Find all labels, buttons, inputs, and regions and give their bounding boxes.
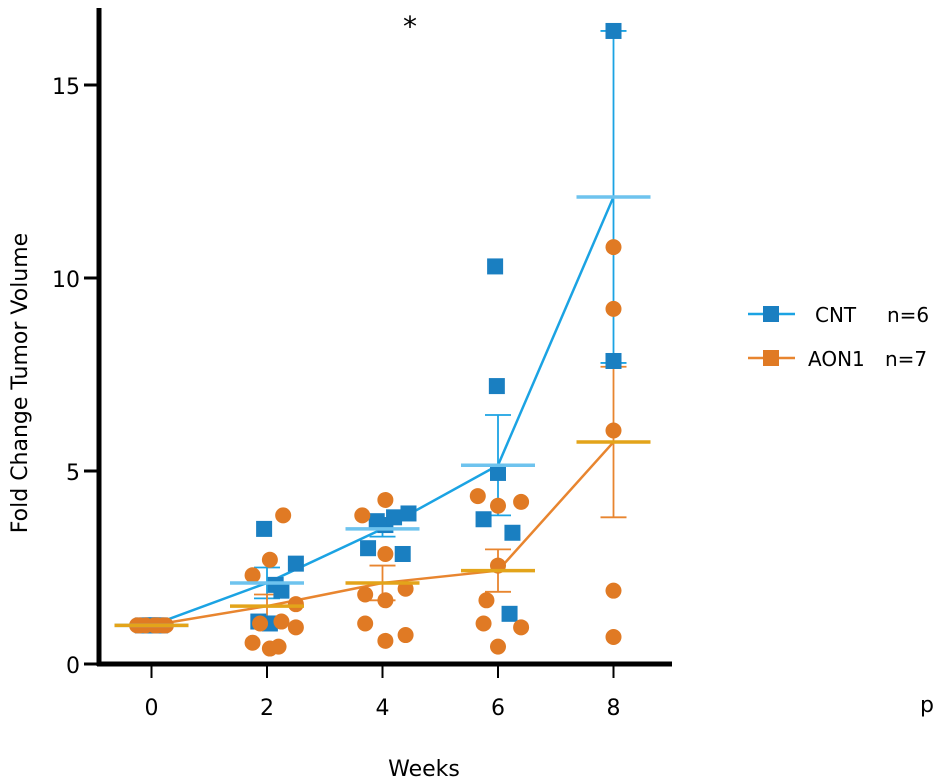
- data-point-cnt: [490, 465, 506, 481]
- data-point-cnt: [256, 521, 272, 537]
- data-point-aon1: [513, 619, 529, 635]
- data-point-aon1: [357, 587, 373, 603]
- data-point-aon1: [357, 615, 373, 631]
- x-tick-label: 8: [607, 696, 621, 721]
- y-tick-label: 15: [52, 75, 80, 100]
- data-point-aon1: [273, 614, 289, 630]
- data-points: [129, 23, 621, 657]
- data-point-cnt: [386, 509, 402, 525]
- data-point-aon1: [470, 488, 486, 504]
- y-tick-label: 10: [52, 268, 80, 293]
- data-point-aon1: [490, 639, 506, 655]
- data-point-aon1: [354, 507, 370, 523]
- data-point-cnt: [606, 23, 622, 39]
- data-point-aon1: [288, 619, 304, 635]
- data-point-aon1: [606, 629, 622, 645]
- legend-n-aon1: n=7: [885, 347, 927, 371]
- y-tick-label: 0: [66, 654, 80, 679]
- data-point-aon1: [245, 567, 261, 583]
- data-point-aon1: [476, 615, 492, 631]
- data-point-cnt: [400, 505, 416, 521]
- legend-item-cnt: CNT n=6: [748, 303, 929, 327]
- data-point-aon1: [513, 494, 529, 510]
- data-point-aon1: [377, 592, 393, 608]
- data-point-cnt: [273, 583, 289, 599]
- legend-label-cnt: CNT: [815, 303, 857, 327]
- data-point-cnt: [502, 606, 518, 622]
- legend-marker-aon1: [763, 350, 779, 366]
- data-point-cnt: [606, 353, 622, 369]
- data-point-cnt: [489, 378, 505, 394]
- data-point-aon1: [377, 546, 393, 562]
- data-point-aon1: [606, 301, 622, 317]
- data-point-aon1: [245, 635, 261, 651]
- x-tick-label: 0: [145, 696, 159, 721]
- data-point-aon1: [478, 592, 494, 608]
- y-axis-label: Fold Change Tumor Volume: [8, 233, 33, 533]
- data-point-aon1: [262, 552, 278, 568]
- x-axis-label: Weeks: [388, 757, 460, 782]
- x-tick-label: 4: [376, 696, 390, 721]
- data-point-aon1: [288, 596, 304, 612]
- x-tick-label: 2: [260, 696, 274, 721]
- data-point-cnt: [360, 540, 376, 556]
- error-bars: [254, 31, 627, 618]
- significance-annotation: *: [403, 10, 417, 43]
- axes: [97, 8, 672, 666]
- legend-label-aon1: AON1: [808, 347, 865, 371]
- data-point-aon1: [606, 583, 622, 599]
- data-point-aon1: [606, 239, 622, 255]
- data-point-aon1: [275, 507, 291, 523]
- x-tick-label: 6: [491, 696, 505, 721]
- data-point-aon1: [606, 422, 622, 438]
- data-point-aon1: [377, 492, 393, 508]
- data-point-cnt: [504, 525, 520, 541]
- footer-text: p: [920, 693, 934, 718]
- legend-item-aon1: AON1 n=7: [748, 347, 927, 371]
- data-point-cnt: [288, 556, 304, 572]
- data-point-cnt: [487, 258, 503, 274]
- data-point-aon1: [377, 633, 393, 649]
- legend: CNT n=6 AON1 n=7: [748, 303, 929, 371]
- data-point-cnt: [395, 546, 411, 562]
- legend-n-cnt: n=6: [887, 303, 929, 327]
- data-point-cnt: [476, 511, 492, 527]
- data-point-aon1: [252, 615, 268, 631]
- data-point-aon1: [271, 639, 287, 655]
- legend-marker-cnt: [763, 306, 779, 322]
- data-point-aon1: [398, 627, 414, 643]
- data-point-aon1: [490, 498, 506, 514]
- y-tick-label: 5: [66, 461, 80, 486]
